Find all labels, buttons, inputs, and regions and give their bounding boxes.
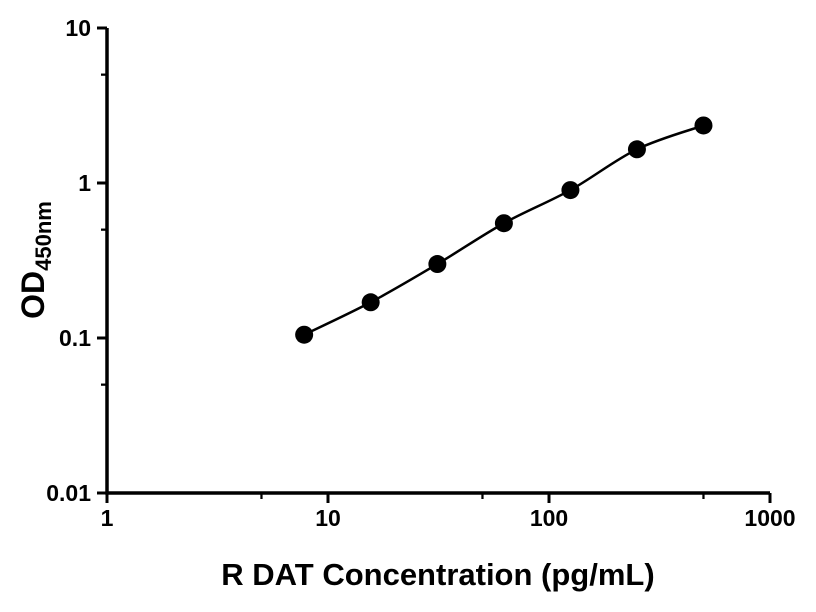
y-tick-label: 1 (78, 170, 91, 196)
data-point (627, 140, 646, 159)
x-tick-label: 1 (101, 505, 114, 531)
y-axis-title-sub: 450nm (31, 201, 56, 271)
y-tick-label: 0.01 (46, 480, 91, 506)
data-point (494, 214, 513, 233)
y-tick-label: 10 (65, 15, 91, 41)
x-axis-title: R DAT Concentration (pg/mL) (221, 557, 654, 592)
x-tick-label: 10 (315, 505, 341, 531)
data-point (561, 181, 580, 200)
y-axis-title-main: OD (15, 271, 51, 319)
data-point (694, 116, 713, 135)
x-tick-label: 100 (530, 505, 568, 531)
y-axis-title: OD450nm (15, 201, 56, 319)
y-tick-label: 0.1 (59, 325, 91, 351)
data-point (361, 293, 380, 312)
plot-layer: 1 10 100 1000 0.01 0.1 1 10 (46, 15, 795, 531)
axis-spines (105, 28, 770, 495)
data-point (428, 255, 447, 274)
x-tick-label: 1000 (744, 505, 795, 531)
data-point (295, 325, 314, 344)
